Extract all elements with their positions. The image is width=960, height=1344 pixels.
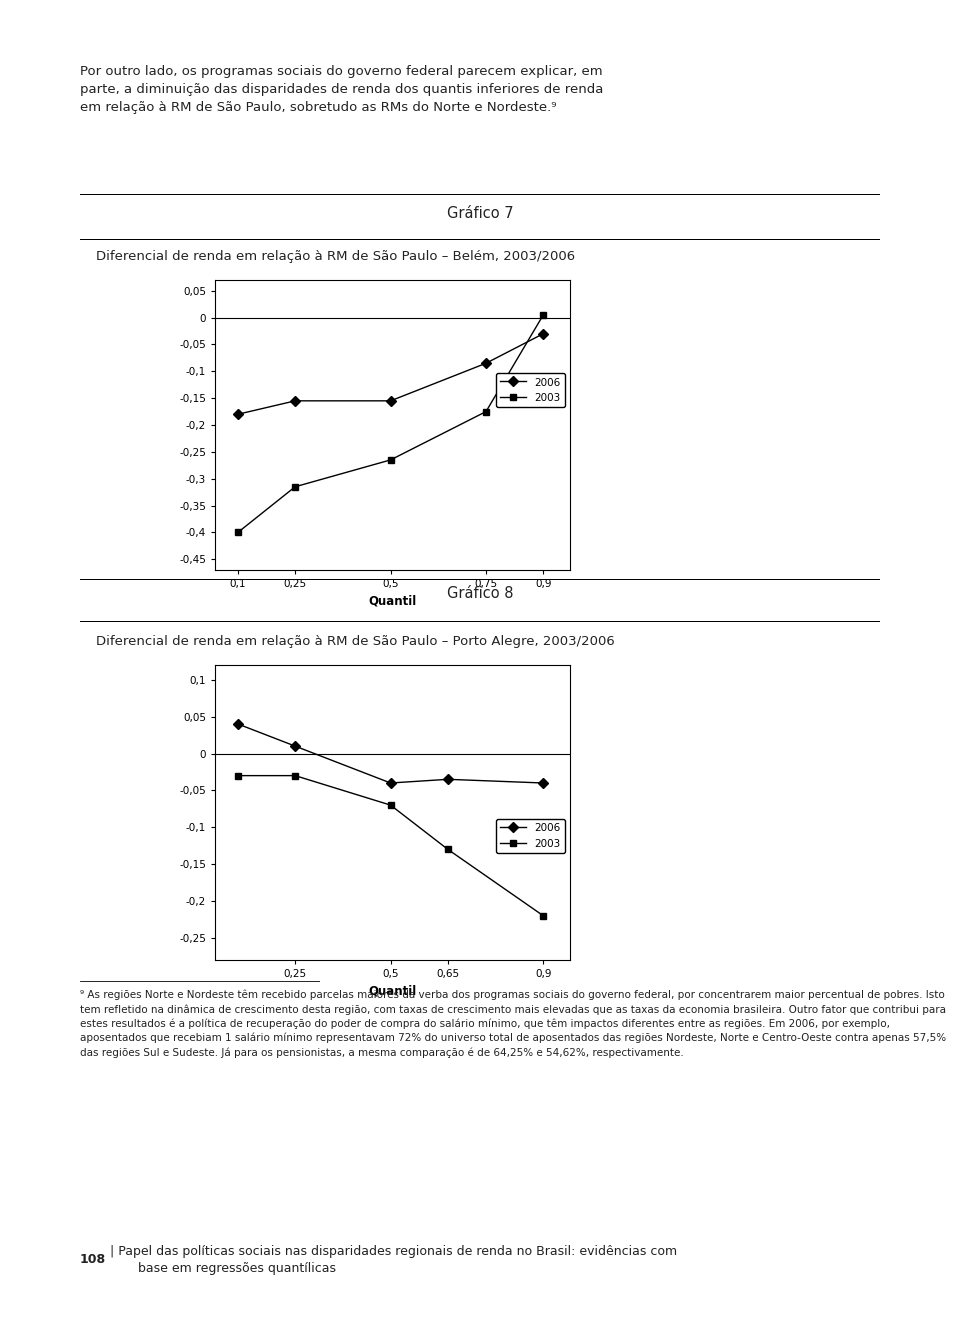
Text: | Papel das políticas sociais nas disparidades regionais de renda no Brasil: evi: | Papel das políticas sociais nas dispar… [110,1245,678,1275]
2003 [289,478,300,495]
2006 [538,325,549,341]
2003 [538,907,549,923]
Text: ⁹ As regiões Norte e Nordeste têm recebido parcelas maiores da verba dos program: ⁹ As regiões Norte e Nordeste têm recebi… [80,991,947,1058]
Text: Diferencial de renda em relação à RM de São Paulo – Belém, 2003/2006: Diferencial de renda em relação à RM de … [96,250,575,263]
Line: 2006: 2006 [234,331,547,418]
2003 [480,403,492,419]
2003 [289,767,300,784]
Line: 2003: 2003 [234,312,547,536]
Text: Por outro lado, os programas sociais do governo federal parecem explicar, em
par: Por outro lado, os programas sociais do … [80,65,604,114]
Line: 2006: 2006 [234,720,547,786]
Text: Diferencial de renda em relação à RM de São Paulo – Porto Alegre, 2003/2006: Diferencial de renda em relação à RM de … [96,636,614,648]
2003 [385,797,396,813]
Text: Gráfico 7: Gráfico 7 [446,206,514,220]
2006 [232,406,244,422]
2006 [480,355,492,371]
2006 [443,771,454,788]
2003 [232,767,244,784]
X-axis label: Quantil: Quantil [369,594,417,607]
2003 [385,452,396,468]
2006 [538,775,549,792]
Legend: 2006, 2003: 2006, 2003 [495,374,564,407]
2003 [443,841,454,857]
2003 [538,306,549,323]
2006 [385,392,396,409]
2006 [289,738,300,754]
2006 [385,775,396,792]
2006 [289,392,300,409]
X-axis label: Quantil: Quantil [369,985,417,997]
Legend: 2006, 2003: 2006, 2003 [495,818,564,853]
Text: Gráfico 8: Gráfico 8 [446,586,514,601]
Line: 2003: 2003 [234,773,547,919]
2006 [232,716,244,732]
2003 [232,524,244,540]
Text: 108: 108 [80,1254,107,1266]
